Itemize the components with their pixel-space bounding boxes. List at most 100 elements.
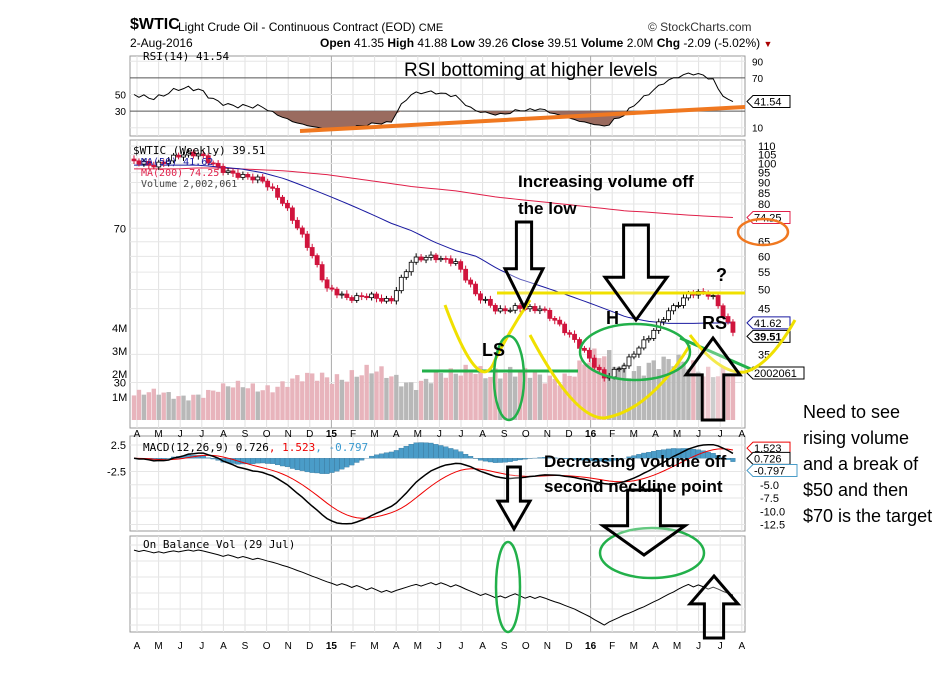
volume-bar xyxy=(498,378,503,420)
macd-legend: MACD(12,26,9) 0.726, 1.523, -0.797 xyxy=(143,441,368,454)
volume-bar xyxy=(211,390,216,420)
down-arrow-icon xyxy=(495,465,533,533)
date: 2-Aug-2016 xyxy=(130,36,193,50)
volume-bar xyxy=(230,387,236,420)
candle xyxy=(151,164,157,168)
candle xyxy=(616,368,622,371)
macd-hist-bar xyxy=(314,458,320,474)
macd-hist-bar xyxy=(388,451,394,459)
price-tick: 100 xyxy=(758,158,776,170)
month-label: A xyxy=(393,641,400,652)
macd-hist-bar xyxy=(656,450,662,459)
rsi-legend: RSI(14) 41.54 xyxy=(143,50,230,63)
month-label: M xyxy=(154,429,162,440)
volume-bar xyxy=(671,366,676,420)
macd-hist-bar xyxy=(482,458,488,462)
candle xyxy=(388,298,394,302)
down-arrow-icon xyxy=(598,488,690,557)
month-label: J xyxy=(718,429,723,440)
volume-bar xyxy=(344,381,350,420)
close-badge-shape xyxy=(746,329,791,343)
macd-hist-bar xyxy=(453,449,459,459)
volume-bar xyxy=(171,398,176,420)
candle xyxy=(413,256,419,263)
month-label: J xyxy=(718,641,723,652)
volume-bar xyxy=(508,366,513,420)
volume-bar xyxy=(310,373,315,420)
macd-hist-bar xyxy=(497,458,503,463)
month-label: 15 xyxy=(326,641,338,652)
candle xyxy=(171,154,177,162)
candle xyxy=(626,356,632,367)
candle xyxy=(532,306,538,312)
candle xyxy=(398,276,404,292)
macd-hist-bar xyxy=(403,446,409,459)
price-tick: 85 xyxy=(758,188,770,200)
month-label: J xyxy=(459,429,464,440)
volume-bar xyxy=(463,364,468,420)
month-label: M xyxy=(154,641,162,652)
month-label: D xyxy=(306,641,313,652)
volume-bar xyxy=(517,370,523,420)
green-ellipse xyxy=(492,334,526,422)
rsi-tick: 50 xyxy=(115,91,127,102)
candle xyxy=(280,196,285,204)
candle xyxy=(725,316,731,323)
volume-bar xyxy=(339,379,345,420)
month-label: A xyxy=(479,641,486,652)
macd-tick: -10.0 xyxy=(760,506,785,518)
macd-hist-bar xyxy=(690,448,696,459)
price-tick: 80 xyxy=(758,199,770,211)
candle xyxy=(393,290,399,302)
candle xyxy=(186,151,191,156)
macd-hist-bar xyxy=(606,458,612,462)
volume-bar xyxy=(676,354,681,420)
candle xyxy=(349,297,355,301)
macd-hist-bar xyxy=(502,458,508,463)
volume-value: 2.0M xyxy=(626,36,654,50)
macd-hist-bar xyxy=(601,458,607,462)
candle xyxy=(309,247,315,257)
candle xyxy=(195,153,201,157)
volume-bar xyxy=(206,389,211,420)
price-legend: $WTIC (Weekly) 39.51 xyxy=(133,144,266,157)
ma50-badge-shape xyxy=(746,316,791,330)
month-label: M xyxy=(414,641,422,652)
macd-hist-bar xyxy=(200,455,206,459)
macd-hist-bar xyxy=(463,453,469,459)
macd-hist-bar xyxy=(576,458,583,461)
volume-bar xyxy=(666,359,671,420)
month-label: F xyxy=(350,429,356,440)
macd-hist-bar xyxy=(542,457,548,459)
volume-bar xyxy=(324,377,330,420)
macd-hist-bar xyxy=(448,448,454,459)
volume-bar xyxy=(156,394,161,420)
volume-bar xyxy=(715,376,721,420)
candle xyxy=(517,305,523,309)
price-tick: 110 xyxy=(758,141,776,153)
high-value: 41.88 xyxy=(417,36,448,50)
volume-bar xyxy=(691,360,696,420)
high-label: High xyxy=(387,36,415,50)
volume-bar xyxy=(275,386,280,420)
month-label: D xyxy=(306,429,313,440)
volume-bar xyxy=(562,373,567,420)
macd-hist-bar xyxy=(161,458,167,460)
volume-bar xyxy=(235,380,241,420)
volume-bar xyxy=(478,366,483,420)
month-label: A xyxy=(393,429,400,440)
candle xyxy=(497,308,503,312)
name: Light Crude Oil - Continuous Contract (E… xyxy=(178,20,416,34)
candle xyxy=(304,233,310,248)
volume-bar xyxy=(314,380,320,420)
macd-hist-bar xyxy=(329,458,335,473)
volume-bar xyxy=(592,348,597,420)
price-tick: 95 xyxy=(758,168,770,180)
volume-bar xyxy=(661,356,666,420)
rsi-line xyxy=(133,72,734,130)
volume-bar xyxy=(290,378,295,420)
candle xyxy=(438,258,444,261)
candle xyxy=(448,258,454,264)
macd-hist-bar xyxy=(359,458,365,461)
month-label: J xyxy=(178,641,183,652)
